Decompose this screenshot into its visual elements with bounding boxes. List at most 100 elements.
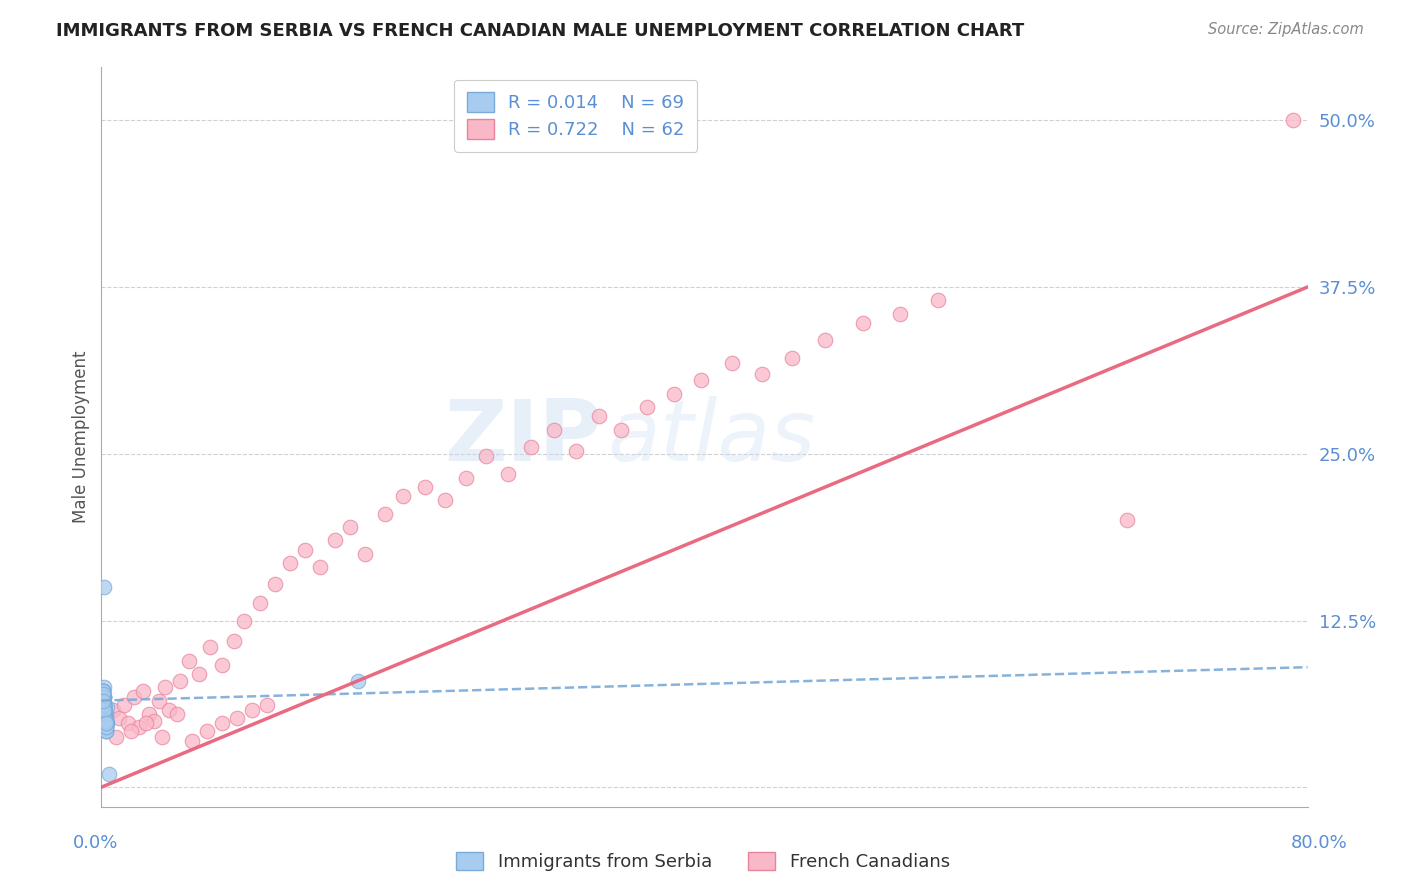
Point [474,450,496,464]
Point [94,716,117,731]
Point [93,703,115,717]
Point [132,684,155,698]
Point [138,706,160,721]
Point [263,577,285,591]
Point [93,700,115,714]
Point [93,580,115,594]
Point [93,706,115,721]
Point [211,716,233,731]
Point [93,690,115,704]
Y-axis label: Male Unemployment: Male Unemployment [72,351,90,524]
Point [91,684,114,698]
Point [690,373,713,387]
Point [91,684,114,698]
Point [112,698,135,712]
Point [93,706,115,721]
Point [94,716,117,731]
Point [91,690,114,704]
Point [93,714,115,728]
Point [153,680,176,694]
Point [520,440,543,454]
Point [309,560,332,574]
Point [91,684,114,698]
Point [94,716,117,731]
Point [93,690,115,704]
Point [226,711,249,725]
Point [415,480,437,494]
Text: atlas: atlas [607,395,815,479]
Point [91,693,114,707]
Point [94,714,117,728]
Point [94,720,117,734]
Point [169,673,191,688]
Point [664,386,686,401]
Point [91,687,114,701]
Point [91,693,114,707]
Point [93,698,115,712]
Point [434,493,457,508]
Legend: Immigrants from Serbia, French Canadians: Immigrants from Serbia, French Canadians [449,845,957,879]
Point [94,714,117,728]
Point [91,687,114,701]
Point [93,706,115,721]
Point [135,716,157,731]
Point [852,316,875,330]
Point [354,547,377,561]
Point [94,720,117,734]
Point [91,693,114,707]
Point [339,520,361,534]
Point [91,690,114,704]
Point [94,706,117,721]
Point [96,700,118,714]
Point [323,533,346,548]
Text: 0.0%: 0.0% [73,834,118,852]
Point [117,716,139,731]
Point [94,714,117,728]
Point [128,720,150,734]
Point [91,687,114,701]
Point [636,400,658,414]
Text: Source: ZipAtlas.com: Source: ZipAtlas.com [1208,22,1364,37]
Point [143,714,166,728]
Point [188,666,211,681]
Point [157,703,180,717]
Point [889,307,911,321]
Point [177,653,200,667]
Point [720,356,742,370]
Point [166,706,188,721]
Point [94,714,117,728]
Point [94,716,117,731]
Point [543,423,565,437]
Point [91,693,114,707]
Point [93,703,115,717]
Text: ZIP: ZIP [444,395,602,479]
Point [278,556,301,570]
Point [94,724,117,739]
Point [93,680,115,694]
Point [97,767,120,781]
Point [93,700,115,714]
Point [108,711,131,725]
Point [91,695,114,709]
Point [180,733,202,747]
Text: IMMIGRANTS FROM SERBIA VS FRENCH CANADIAN MALE UNEMPLOYMENT CORRELATION CHART: IMMIGRANTS FROM SERBIA VS FRENCH CANADIA… [56,22,1025,40]
Point [249,596,271,610]
Point [94,716,117,731]
Point [222,633,245,648]
Point [256,698,278,712]
Point [198,640,221,655]
Point [780,351,803,365]
Point [1115,513,1137,527]
Point [91,693,114,707]
Point [814,334,837,348]
Point [240,703,263,717]
Point [91,706,114,721]
Point [124,690,146,704]
Point [94,724,117,739]
Point [93,703,115,717]
Point [94,716,117,731]
Point [105,730,128,744]
Point [96,716,118,731]
Point [94,724,117,739]
Point [94,720,117,734]
